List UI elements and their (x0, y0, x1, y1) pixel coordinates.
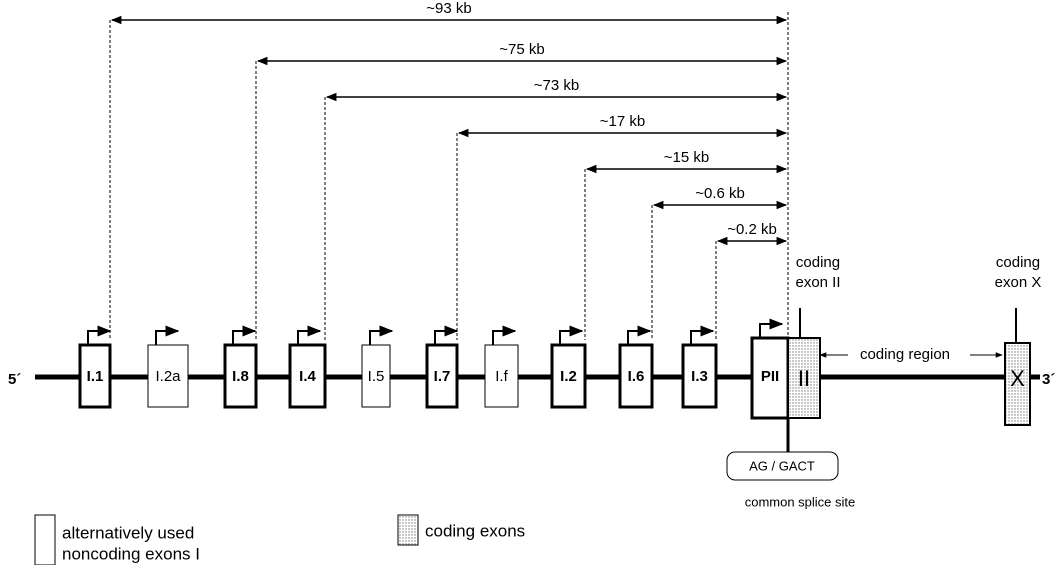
promoter-arrow (759, 318, 784, 338)
end-label: 5´ (8, 371, 21, 388)
distance-label: ~0.6 kb (695, 185, 745, 202)
exon-box (484, 344, 519, 408)
legend-label: coding exons (425, 521, 525, 540)
exon-box (425, 343, 459, 409)
exon-label: I.7 (434, 368, 451, 385)
exon-box (750, 336, 790, 420)
end-label: 3´ (1042, 371, 1055, 388)
promoter-arrow (369, 325, 394, 345)
promoter-arrow (627, 325, 652, 345)
coding-exon-label: X (1010, 366, 1025, 391)
exon-label: I.6 (628, 368, 645, 385)
coding-exon-caption: exon X (995, 274, 1042, 291)
exon-box (223, 343, 258, 409)
promoter-arrow (690, 325, 715, 345)
exon-box (361, 344, 391, 408)
splice-box (726, 451, 839, 481)
promoter-arrow (155, 325, 180, 345)
distance-label: ~73 kb (534, 77, 579, 94)
splice-site-label: common splice site (745, 494, 856, 509)
exon-label: I.2 (560, 368, 577, 385)
coding-exon-caption: coding (996, 254, 1040, 271)
exon-label: I.3 (691, 368, 708, 385)
exon-label: PII (761, 368, 779, 385)
exon-box (618, 343, 654, 409)
layer: I.1 I.2a I.8 I.4 I.5 I.7 I.f I.2 I.6 I.3 PII II Xcod… (8, 0, 1055, 565)
promoter-arrow (559, 325, 584, 345)
exon-box (681, 343, 718, 409)
coding-exon-box (1004, 342, 1031, 426)
legend-label: alternatively used (62, 523, 194, 542)
coding-exon-caption: coding (796, 254, 840, 271)
exon-label: I.5 (368, 368, 385, 385)
exon-box (78, 343, 112, 409)
exon-label: I.1 (87, 368, 104, 385)
exon-label: I.8 (232, 368, 249, 385)
promoter-arrow (87, 325, 112, 345)
coding-exon-box (787, 337, 821, 419)
legend-swatch (34, 514, 56, 565)
legend-label: noncoding exons I (62, 544, 200, 563)
exon-label: I.4 (299, 368, 316, 385)
distance-label: ~93 kb (426, 0, 471, 17)
legend-swatch (397, 514, 419, 546)
distance-label: ~0.2 kb (727, 221, 777, 238)
promoter-arrow (232, 325, 257, 345)
exon-box (147, 344, 189, 408)
distance-label: ~17 kb (600, 113, 645, 130)
promoter-arrow (492, 325, 517, 345)
exon-label: I.2a (155, 368, 181, 385)
coding-exon-caption: exon II (795, 274, 840, 291)
exon-box (288, 343, 327, 409)
exon-box (550, 343, 587, 409)
promoter-arrow (434, 325, 459, 345)
coding-exon-label: II (798, 366, 810, 391)
coding-region-label: coding region (860, 346, 950, 363)
distance-label: ~15 kb (664, 149, 709, 166)
distance-label: ~75 kb (499, 41, 544, 58)
exon-label: I.f (495, 368, 508, 385)
promoter-arrow (297, 325, 322, 345)
splice-box-label: AG / GACT (749, 458, 815, 473)
